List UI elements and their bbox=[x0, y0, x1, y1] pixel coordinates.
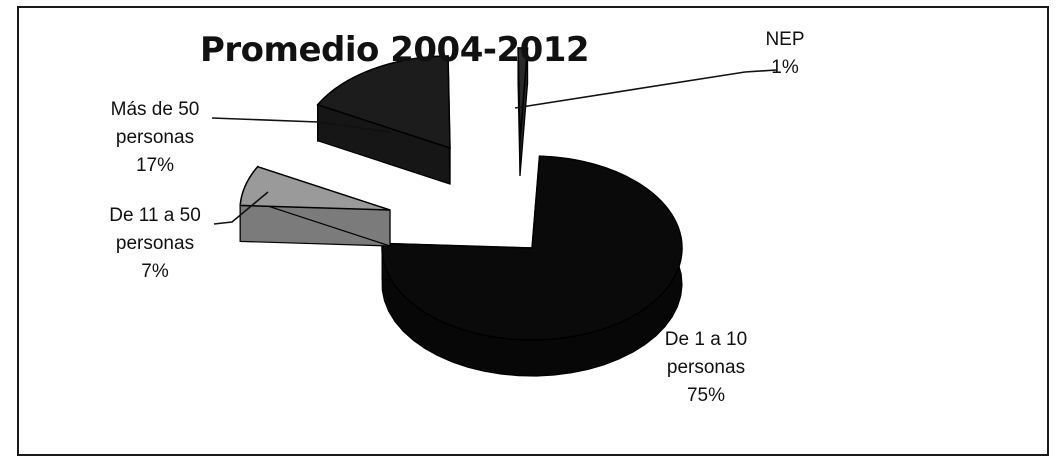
leader-line-nep bbox=[514, 69, 777, 109]
slice-label-de-1-a-10: De 1 a 10 personas 75% bbox=[664, 329, 748, 406]
pie-slice-mas-de-50-personas bbox=[316, 55, 451, 185]
leader-line-mas-de-50 bbox=[211, 117, 391, 133]
chart-title: Promedio 2004-2012 bbox=[200, 30, 590, 70]
slice-label-nep: NEP 1% bbox=[765, 29, 805, 78]
slice-label-de-11-a-50: De 11 a 50 personas 7% bbox=[109, 205, 201, 282]
leader-line-de-11-a-50 bbox=[213, 191, 269, 225]
slice-label-mas-de-50: Más de 50 personas 17% bbox=[110, 99, 200, 176]
pie-slice-nep bbox=[517, 47, 529, 177]
pie-slice-de-1-a-10-personas bbox=[381, 155, 683, 377]
pie-slice-de-11-a-50-personas bbox=[239, 165, 391, 247]
